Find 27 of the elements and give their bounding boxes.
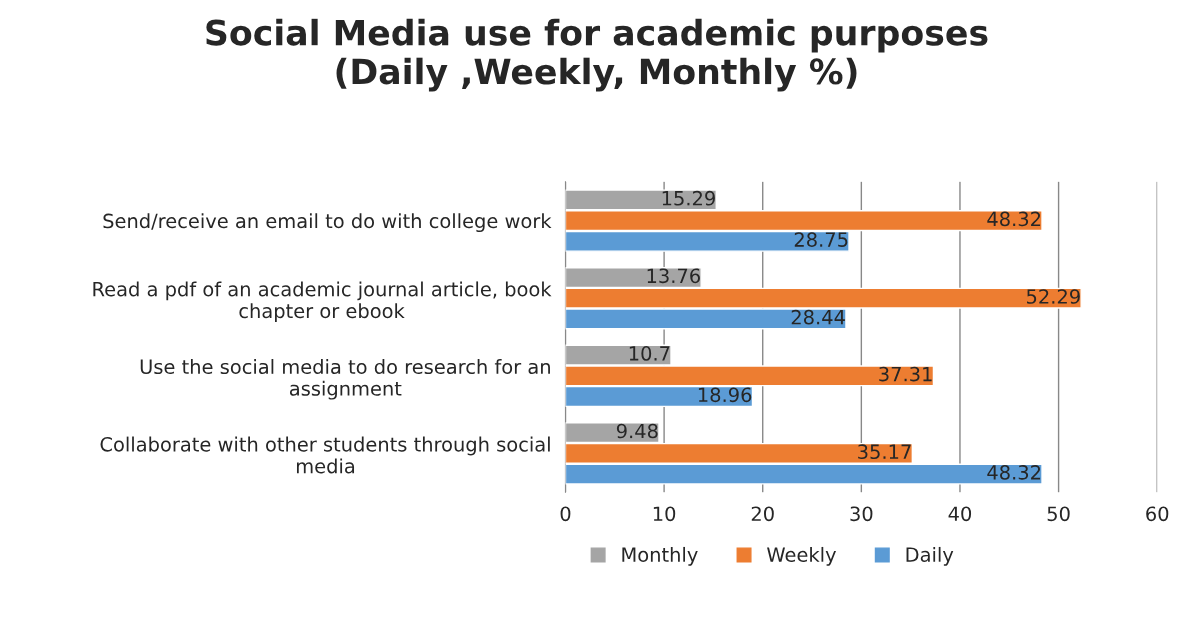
x-tick-label: 40 bbox=[948, 506, 972, 522]
legend-label: Daily bbox=[906, 546, 954, 566]
data-label: 35.17 bbox=[858, 444, 911, 460]
x-tick-label: 10 bbox=[653, 506, 676, 522]
data-label: 13.76 bbox=[647, 268, 700, 284]
y-tick-label: Use the social media to do research for an assignment bbox=[140, 359, 550, 400]
chart-title: Social Media use for academic purposes (Daily ,Weekly, Monthly %) bbox=[206, 18, 988, 92]
y-tick-label: Collaborate with other students through social media bbox=[100, 436, 550, 474]
x-tick-label: 30 bbox=[850, 506, 873, 522]
x-tick-label: 50 bbox=[1047, 506, 1070, 522]
x-tick-label: 0 bbox=[560, 506, 571, 522]
legend-label: Monthly bbox=[622, 546, 698, 566]
data-label: 28.44 bbox=[791, 309, 845, 325]
data-label: 52.29 bbox=[1027, 289, 1080, 304]
data-label: 37.31 bbox=[879, 366, 932, 382]
x-tick-label: 20 bbox=[751, 506, 774, 522]
y-tick-label: Send/receive an email to do with college work bbox=[103, 213, 552, 233]
data-label: 48.32 bbox=[987, 211, 1041, 227]
x-tick-label: 60 bbox=[1146, 506, 1169, 522]
data-label: 28.75 bbox=[794, 232, 848, 247]
data-label: 48.32 bbox=[987, 465, 1041, 480]
data-label: 18.96 bbox=[698, 387, 752, 403]
data-label: 10.7 bbox=[629, 346, 670, 361]
legend-label: Weekly bbox=[767, 546, 837, 566]
data-label: 15.29 bbox=[662, 190, 715, 206]
data-label: 9.48 bbox=[616, 423, 658, 439]
y-tick-label: Read a pdf of an academic journal article, book chapter or ebook bbox=[93, 281, 552, 323]
